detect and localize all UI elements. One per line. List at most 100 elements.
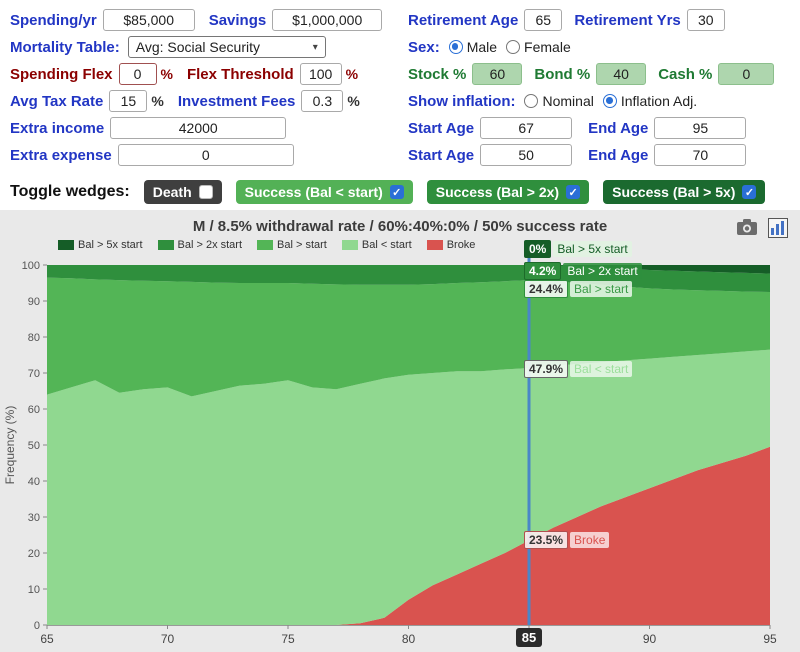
chart-legend: Bal > 5x start Bal > 2x start Bal > start B… [58,239,475,251]
y-tick-label: 50 [28,440,40,452]
sex-option-female-label[interactable]: Female [524,39,571,55]
callout-bal-5x-start: 0% Bal > 5x start [524,239,632,258]
frequency-chart[interactable]: 0 10 20 30 40 50 60 70 80 90 100 65 70 75 80 90 95 Freque… [0,210,800,652]
spending-input[interactable] [102,9,195,31]
toggle-success-bal-5x[interactable]: Success (Bal > 5x) ✓ [603,180,766,204]
callout-value: 23.5% [524,531,569,550]
toggle-success-bal-start[interactable]: Success (Bal < start) ✓ [235,180,413,204]
callout-bal-start: 47.9% Bal < start [524,360,633,379]
sex-radio-male[interactable] [448,40,463,54]
bond-input[interactable] [596,63,647,85]
x-tick-label: 70 [161,632,175,646]
toggle-checkbox[interactable]: ✓ [742,185,757,199]
sex-radio-female[interactable] [506,40,521,54]
legend-label: Bal > 5x start [78,239,143,251]
camera-icon[interactable] [736,218,758,243]
toggle-checkbox[interactable]: ✓ [389,185,404,199]
spending-flex-label: Spending Flex [10,65,113,83]
chart-panel: M / 8.5% withdrawal rate / 60%:40%:0% / … [0,210,800,652]
y-tick-label: 60 [28,404,40,416]
legend-label: Bal > 2x start [177,239,243,251]
callout-value: 0% [524,239,552,258]
callout-broke: 23.5% Broke [524,531,610,550]
toggle-label: Death [152,184,192,200]
extra-income-input[interactable] [110,117,287,139]
extra-expense-input[interactable] [117,144,294,166]
y-axis-title: Frequency (%) [3,406,17,485]
bond-label: Bond % [534,65,591,83]
y-tick-label: 100 [22,260,40,272]
bar-chart-icon[interactable] [768,218,788,243]
x-tick-label: 75 [281,632,295,646]
legend-item-bal-2x-start: Bal > 2x start [157,239,243,251]
legend-label: Broke [446,239,476,251]
extra-income-label: Extra income [10,119,105,137]
callout-value: 4.2% [524,262,562,281]
legend-swatch [426,240,443,250]
investment-fees-label: Investment Fees [177,92,296,110]
y-tick-label: 20 [28,548,40,560]
expense-start-age-input[interactable] [480,144,573,166]
mortality-table-select[interactable]: Avg: Social Security ▾ [127,36,326,58]
callout-value: 47.9% [524,360,569,379]
legend-item-broke: Broke [426,239,476,251]
legend-item-bal-start: Bal > start [257,239,327,251]
row-toggle-wedges: Toggle wedges: Death Success (Bal < start… [0,177,800,207]
investment-fees-input[interactable] [301,90,344,112]
legend-swatch [58,240,74,250]
flex-threshold-input[interactable] [299,63,342,85]
toggle-death[interactable]: Death [143,180,222,204]
savings-input[interactable] [272,9,383,31]
toggle-label: Success (Bal > 5x) [612,184,736,200]
callout-label: Bal > 5x start [553,240,632,257]
extra-expense-label: Extra expense [10,146,112,164]
stock-input[interactable] [472,63,523,85]
callout-label: Broke [570,532,610,549]
toggle-label: Success (Bal > 2x) [435,184,560,200]
sex-label: Sex: [408,38,440,56]
toggle-wedges-label: Toggle wedges: [10,183,130,200]
savings-label: Savings [208,11,267,29]
callout-bal-2x-start: 4.2% Bal > 2x start [524,262,642,281]
toggle-checkbox[interactable]: ✓ [566,185,581,199]
retirement-yrs-input[interactable] [686,9,725,31]
spending-flex-input[interactable] [118,63,157,85]
y-tick-label: 80 [28,332,40,344]
sex-option-male-label[interactable]: Male [466,39,498,55]
y-tick-label: 70 [28,368,40,380]
inflation-nominal-label[interactable]: Nominal [542,93,594,109]
spending-label: Spending/yr [10,11,97,29]
chevron-down-icon: ▾ [312,41,318,53]
expense-end-age-input[interactable] [654,144,747,166]
flex-threshold-label: Flex Threshold [186,65,294,83]
avg-tax-rate-input[interactable] [109,90,148,112]
income-end-age-input[interactable] [654,117,747,139]
mortality-table-value: Avg: Social Security [135,39,260,55]
callout-label: Bal < start [570,361,633,378]
retirement-age-input[interactable] [524,9,563,31]
fees-pct: % [347,93,360,109]
highlighted-age-badge[interactable]: 85 [516,628,542,647]
row-flex-allocation: Spending Flex % Flex Threshold % Stock %… [0,61,800,87]
area-bal-start [47,277,770,397]
x-tick-label: 90 [643,632,657,646]
callout-label: Bal > 2x start [563,263,642,280]
row-tax-inflation: Avg Tax Rate % Investment Fees % Show in… [0,88,800,114]
x-tick-label: 95 [763,632,777,646]
chart-toolbar [736,218,788,243]
inflation-adj-label[interactable]: Inflation Adj. [620,93,698,109]
retirement-yrs-label: Retirement Yrs [574,11,681,29]
toggle-label: Success (Bal < start) [244,184,383,200]
legend-item-bal-start: Bal < start [341,239,412,251]
expense-end-age-label: End Age [588,146,649,164]
toggle-success-bal-2x[interactable]: Success (Bal > 2x) ✓ [426,180,590,204]
callout-label: Bal > start [570,280,633,297]
income-start-age-input[interactable] [480,117,573,139]
toggle-checkbox[interactable] [198,185,213,199]
legend-item-bal-5x-start: Bal > 5x start [58,239,143,251]
x-tick-label: 65 [40,632,54,646]
inflation-radio-adj[interactable] [602,94,617,108]
stock-label: Stock % [408,65,467,83]
cash-input[interactable] [718,63,775,85]
inflation-radio-nominal[interactable] [524,94,539,108]
